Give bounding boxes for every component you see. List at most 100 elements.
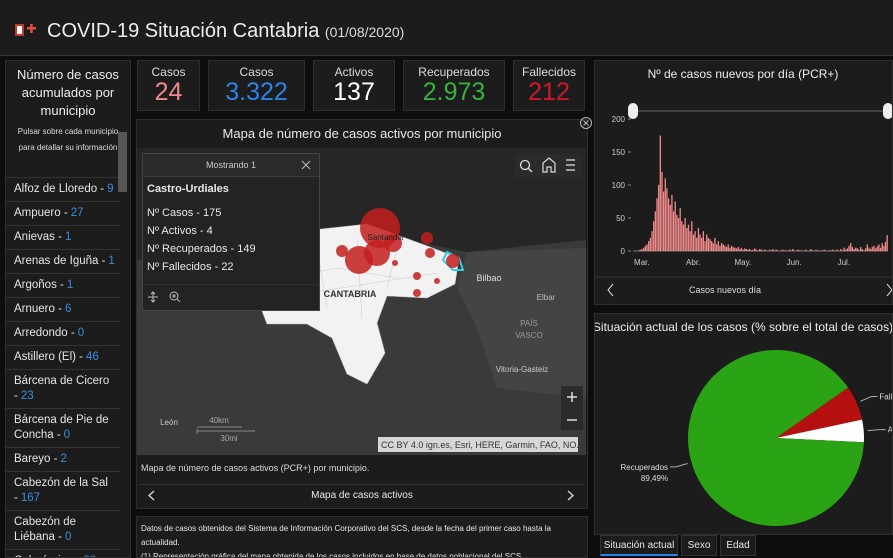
pie-slice bbox=[688, 350, 864, 526]
municipality-item[interactable]: Arredondo -0 bbox=[6, 321, 120, 345]
bar bbox=[773, 250, 776, 251]
prev-button[interactable] bbox=[148, 490, 156, 501]
panel-title: Número de casos acumulados por municipio bbox=[17, 67, 119, 118]
x-tick-label: Mar. bbox=[634, 258, 650, 267]
expand-button[interactable] bbox=[579, 116, 593, 130]
bar bbox=[689, 231, 691, 251]
bar bbox=[745, 249, 748, 251]
municipality-name: Bárcena de Cicero - bbox=[14, 375, 110, 402]
bar bbox=[717, 241, 719, 251]
bar bbox=[873, 245, 875, 251]
bar bbox=[883, 245, 885, 251]
zoom-to-button[interactable] bbox=[169, 291, 181, 303]
x-axis-label: Casos nuevos día bbox=[689, 285, 761, 295]
tab[interactable]: Edad bbox=[720, 535, 756, 556]
prev-button[interactable] bbox=[607, 283, 614, 297]
municipality-item[interactable]: Arenas de Iguña -1 bbox=[6, 249, 120, 273]
kpi-label: Casos bbox=[239, 65, 274, 79]
zoom-controls bbox=[561, 386, 583, 430]
map-caption: Mapa de número de casos activos (PCR+) p… bbox=[141, 463, 370, 473]
tab[interactable]: Situación actual bbox=[600, 535, 678, 556]
municipality-item[interactable]: Astillero (El) -46 bbox=[6, 345, 120, 369]
municipality-item[interactable]: Argoños -1 bbox=[6, 273, 120, 297]
bar bbox=[884, 241, 887, 251]
municipality-item[interactable]: Cabezón de Liébana -0 bbox=[6, 510, 120, 549]
bar bbox=[876, 246, 878, 251]
municipality-name: Arnuero - bbox=[14, 303, 62, 315]
bar bbox=[788, 249, 791, 251]
basque-country bbox=[457, 248, 586, 398]
map-label: Elbar bbox=[537, 293, 556, 302]
note-line: (1) Representación gráfica del mapa obte… bbox=[141, 552, 524, 558]
bar bbox=[805, 249, 807, 251]
list-button[interactable] bbox=[566, 159, 575, 171]
bar bbox=[654, 211, 657, 251]
header-title: COVID-19 Situación Cantabria (01/08/2020… bbox=[47, 20, 404, 43]
bar bbox=[835, 250, 837, 251]
bar bbox=[785, 250, 787, 251]
notes: Datos de casos obtenidos del Sistema de … bbox=[136, 516, 588, 558]
panel-subtitle: Pulsar sobre cada municipio para detalla… bbox=[17, 127, 119, 152]
x-tick-label: Jun. bbox=[787, 258, 802, 267]
bar bbox=[715, 244, 718, 251]
municipality-count: 1 bbox=[64, 231, 72, 243]
bar bbox=[666, 188, 668, 251]
municipality-item[interactable]: Cabezón de la Sal -167 bbox=[6, 471, 120, 510]
bar bbox=[739, 249, 741, 251]
bar bbox=[843, 247, 845, 251]
municipality-item[interactable]: Arnuero -6 bbox=[6, 297, 120, 321]
bar bbox=[691, 221, 693, 251]
bar bbox=[653, 221, 655, 251]
bar bbox=[732, 247, 734, 251]
pie-chart: Situación actual de los casos (% sobre e… bbox=[593, 320, 893, 526]
bar bbox=[790, 250, 792, 251]
x-tick-label: Jul. bbox=[838, 258, 850, 267]
municipality-count: 6 bbox=[64, 303, 72, 315]
next-button[interactable] bbox=[566, 490, 574, 501]
close-button[interactable] bbox=[301, 160, 311, 170]
municipality-item[interactable]: Anievas -1 bbox=[6, 225, 120, 249]
slice-name: Activos bbox=[888, 426, 892, 435]
map-label: Santander bbox=[368, 233, 405, 242]
popup-line: Nº Recuperados - 149 bbox=[147, 243, 256, 255]
bar bbox=[803, 250, 806, 251]
leader-line bbox=[867, 429, 886, 432]
bar bbox=[684, 218, 686, 251]
bar bbox=[662, 191, 665, 251]
zoom-in[interactable] bbox=[567, 392, 577, 402]
municipality-item[interactable]: Ampuero -27 bbox=[6, 201, 120, 225]
tab[interactable]: Sexo bbox=[681, 535, 717, 556]
kpi-card: Fallecidos 212 bbox=[513, 60, 585, 111]
municipality-item[interactable]: Cabuérniga -33 bbox=[6, 549, 120, 557]
pan-button[interactable] bbox=[148, 291, 158, 303]
municipality-item[interactable]: Bárcena de Pie de Concha -0 bbox=[6, 408, 120, 447]
municipality-item[interactable]: Alfoz de Lloredo -9 bbox=[6, 177, 120, 201]
kpi-value: 212 bbox=[528, 78, 570, 106]
slice-label: Recuperados 89,49% bbox=[620, 463, 668, 483]
slider-handle[interactable] bbox=[628, 103, 638, 119]
popup-title: Castro-Urdiales bbox=[147, 183, 229, 195]
municipality-item[interactable]: Bareyo -2 bbox=[6, 447, 120, 471]
bar bbox=[868, 247, 870, 251]
slider-handle[interactable] bbox=[883, 103, 893, 119]
next-button[interactable] bbox=[886, 283, 893, 297]
bar bbox=[667, 198, 670, 251]
bar bbox=[856, 248, 859, 251]
kpi-label: Casos bbox=[151, 65, 186, 79]
scrollbar[interactable] bbox=[118, 132, 127, 192]
popup-header: Mostrando 1 bbox=[143, 154, 319, 177]
bar bbox=[757, 250, 759, 251]
municipality-item[interactable]: Bárcena de Cicero -23 bbox=[6, 369, 120, 408]
search-button[interactable] bbox=[519, 159, 533, 173]
bar bbox=[669, 204, 671, 251]
bar bbox=[696, 237, 698, 251]
kpi-value: 2.973 bbox=[422, 78, 486, 106]
bar bbox=[874, 248, 877, 251]
map-label: León bbox=[160, 418, 178, 427]
home-button[interactable] bbox=[542, 157, 556, 173]
bar-panel: Nº de casos nuevos por día (PCR+) 0 50 100 1… bbox=[594, 60, 893, 305]
scale-label: 30mi bbox=[220, 434, 238, 443]
logo bbox=[15, 24, 36, 36]
attribution-bg bbox=[378, 437, 578, 452]
map-label: VASCO bbox=[515, 331, 542, 340]
